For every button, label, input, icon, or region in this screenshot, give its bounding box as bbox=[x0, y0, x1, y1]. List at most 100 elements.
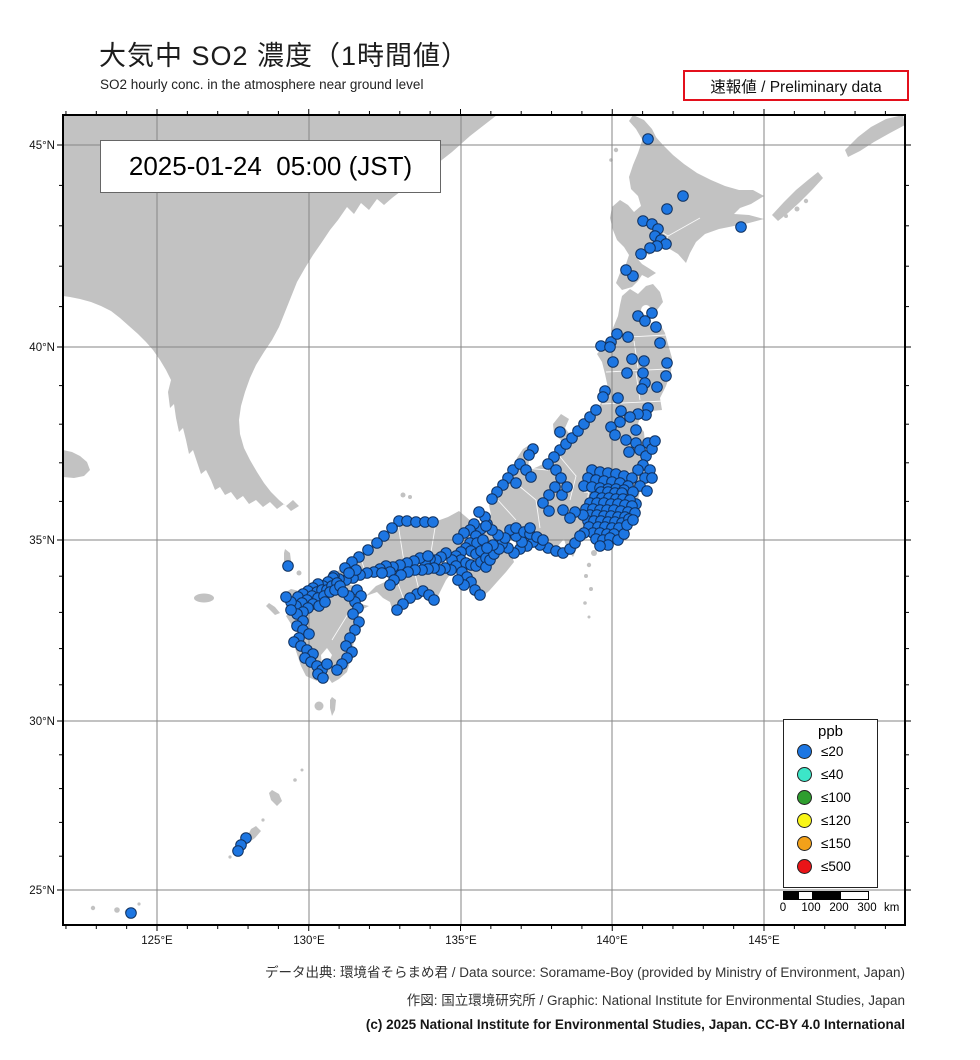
station-dot bbox=[594, 540, 606, 552]
landmass-iki bbox=[296, 570, 302, 576]
landmass-rishiri bbox=[613, 147, 619, 153]
scale-bar-tick-label: 0 bbox=[779, 902, 787, 914]
scale-bar-segment bbox=[784, 892, 798, 899]
station-dot bbox=[523, 449, 535, 461]
scale-bar-segment bbox=[797, 892, 812, 899]
station-dot bbox=[660, 370, 672, 382]
station-dot bbox=[649, 435, 661, 447]
station-dot bbox=[609, 429, 621, 441]
page-title: 大気中 SO2 濃度（1時間値） bbox=[99, 41, 470, 71]
landmass-kunashir bbox=[772, 172, 823, 221]
station-dot bbox=[642, 133, 654, 145]
scale-bar-tick-label: 100 bbox=[801, 902, 821, 914]
legend-rows: ≤20 ≤40 ≤100 ≤120 ≤150 ≤500 bbox=[784, 740, 877, 878]
station-dot bbox=[486, 493, 498, 505]
landmass-tanegashima bbox=[330, 697, 336, 716]
legend-label: ≤100 bbox=[821, 790, 851, 805]
legend-swatch-icon bbox=[797, 859, 812, 874]
station-dot bbox=[632, 464, 644, 476]
station-dot bbox=[624, 411, 636, 423]
station-dot bbox=[590, 404, 602, 416]
footer-copyright: (c) 2025 National Institute for Environm… bbox=[365, 1017, 905, 1032]
station-dot bbox=[623, 446, 635, 458]
station-dot bbox=[574, 530, 586, 542]
station-dot bbox=[557, 504, 569, 516]
scale-bar-segment bbox=[840, 892, 868, 899]
station-dot bbox=[386, 522, 398, 534]
landmass-izu-island bbox=[587, 615, 591, 619]
legend-label: ≤120 bbox=[821, 813, 851, 828]
station-dot bbox=[661, 203, 673, 215]
station-dot bbox=[537, 497, 549, 509]
station-dot bbox=[319, 596, 331, 608]
legend-row: ≤150 bbox=[784, 832, 877, 855]
station-dot bbox=[635, 248, 647, 260]
station-dot bbox=[376, 567, 388, 579]
landmass-islet bbox=[261, 818, 265, 822]
station-dot bbox=[524, 522, 536, 534]
lon-axis-label: 130°E bbox=[293, 935, 325, 947]
legend-swatch-icon bbox=[797, 790, 812, 805]
landmass-shandong bbox=[63, 450, 90, 478]
landmass-izu-island bbox=[589, 587, 593, 591]
station-dot bbox=[644, 242, 656, 254]
lat-axis-label: 40°N bbox=[29, 342, 55, 354]
landmass-amami bbox=[269, 790, 282, 806]
legend-label: ≤20 bbox=[821, 744, 844, 759]
lon-axis-label: 125°E bbox=[141, 935, 173, 947]
station-dot bbox=[555, 472, 567, 484]
landmass-kuril-islet bbox=[803, 198, 809, 204]
station-dot bbox=[384, 579, 396, 591]
landmass-oki bbox=[400, 492, 406, 498]
station-dot bbox=[627, 514, 639, 526]
station-dot bbox=[303, 628, 315, 640]
landmass-miyako bbox=[90, 905, 96, 911]
station-dot bbox=[347, 608, 359, 620]
station-dot bbox=[607, 356, 619, 368]
lon-axis-label: 135°E bbox=[445, 935, 477, 947]
station-dot bbox=[422, 550, 434, 562]
legend-box: ppb ≤20 ≤40 ≤100 ≤120 ≤150 ≤500 bbox=[783, 719, 878, 888]
scale-bar-tick-label: 200 bbox=[829, 902, 849, 914]
station-dot bbox=[331, 664, 343, 676]
station-dot bbox=[597, 391, 609, 403]
scale-bar-labels: 0 100 200 300 km bbox=[779, 900, 900, 916]
station-dot bbox=[646, 472, 658, 484]
station-dot bbox=[317, 672, 329, 684]
footer-graphic-credit: 作図: 国立環境研究所 / Graphic: National Institut… bbox=[406, 993, 905, 1008]
lat-axis-label: 45°N bbox=[29, 140, 55, 152]
station-dot bbox=[650, 321, 662, 333]
axis-labels: 45°N 40°N 35°N 30°N 25°N 125°E 130°E 135°E 140°E… bbox=[29, 140, 780, 947]
legend-row: ≤120 bbox=[784, 809, 877, 832]
station-dot bbox=[543, 489, 555, 501]
scale-bar: 0 100 200 300 km bbox=[779, 891, 900, 916]
station-dot bbox=[646, 307, 658, 319]
landmass-islet bbox=[228, 855, 232, 859]
legend-swatch-icon bbox=[797, 836, 812, 851]
landmass-izu-island bbox=[584, 574, 588, 578]
station-dot bbox=[611, 328, 623, 340]
station-dot bbox=[639, 315, 651, 327]
legend-label: ≤500 bbox=[821, 859, 851, 874]
timestamp-box: 2025-01-24 05:00 (JST) bbox=[100, 140, 441, 193]
station-dot bbox=[620, 264, 632, 276]
station-dot bbox=[427, 516, 439, 528]
lat-axis-label: 30°N bbox=[29, 716, 55, 728]
landmass-izu-island bbox=[591, 550, 597, 556]
legend-label: ≤40 bbox=[821, 767, 844, 782]
station-dot bbox=[561, 481, 573, 493]
legend-title: ppb bbox=[817, 723, 844, 740]
landmass-kuril-islet bbox=[784, 214, 788, 218]
legend-label: ≤150 bbox=[821, 836, 851, 851]
landmass-islet bbox=[293, 778, 297, 782]
station-dot bbox=[735, 221, 747, 233]
station-dot bbox=[428, 594, 440, 606]
station-dot bbox=[641, 485, 653, 497]
station-dot bbox=[473, 506, 485, 518]
legend-swatch-icon bbox=[797, 744, 812, 759]
page-subtitle: SO2 hourly conc. in the atmosphere near … bbox=[100, 77, 424, 92]
station-dot bbox=[452, 533, 464, 545]
landmass-yakushima bbox=[314, 701, 324, 711]
preliminary-data-badge: 速報値 / Preliminary data bbox=[683, 70, 909, 101]
